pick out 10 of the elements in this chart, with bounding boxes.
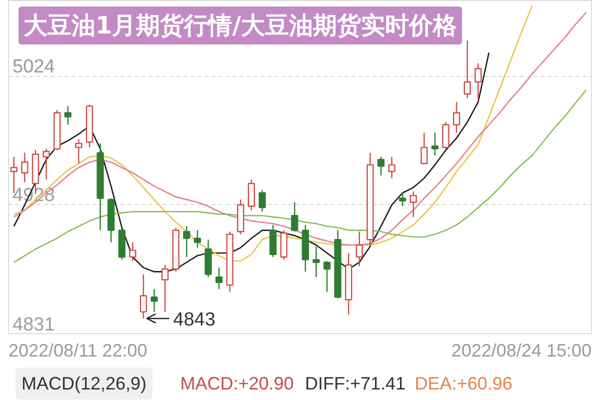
- text: MACD:+20.90: [180, 374, 294, 394]
- text: MACD(12,26,9): [21, 374, 147, 394]
- text: DIFF:+71.41: [304, 374, 406, 394]
- text: DEA:+60.96: [414, 374, 512, 394]
- text: 大豆油1月期货行情/大豆油期货实时价格: [24, 12, 458, 40]
- text: 2022/08/11 22:00: [8, 340, 148, 360]
- y-tick-label: 4831: [12, 314, 55, 336]
- text: 2022/08/24 15:00: [451, 340, 592, 360]
- annotation: 4843: [173, 309, 216, 330]
- y-tick-label: 5024: [12, 56, 56, 78]
